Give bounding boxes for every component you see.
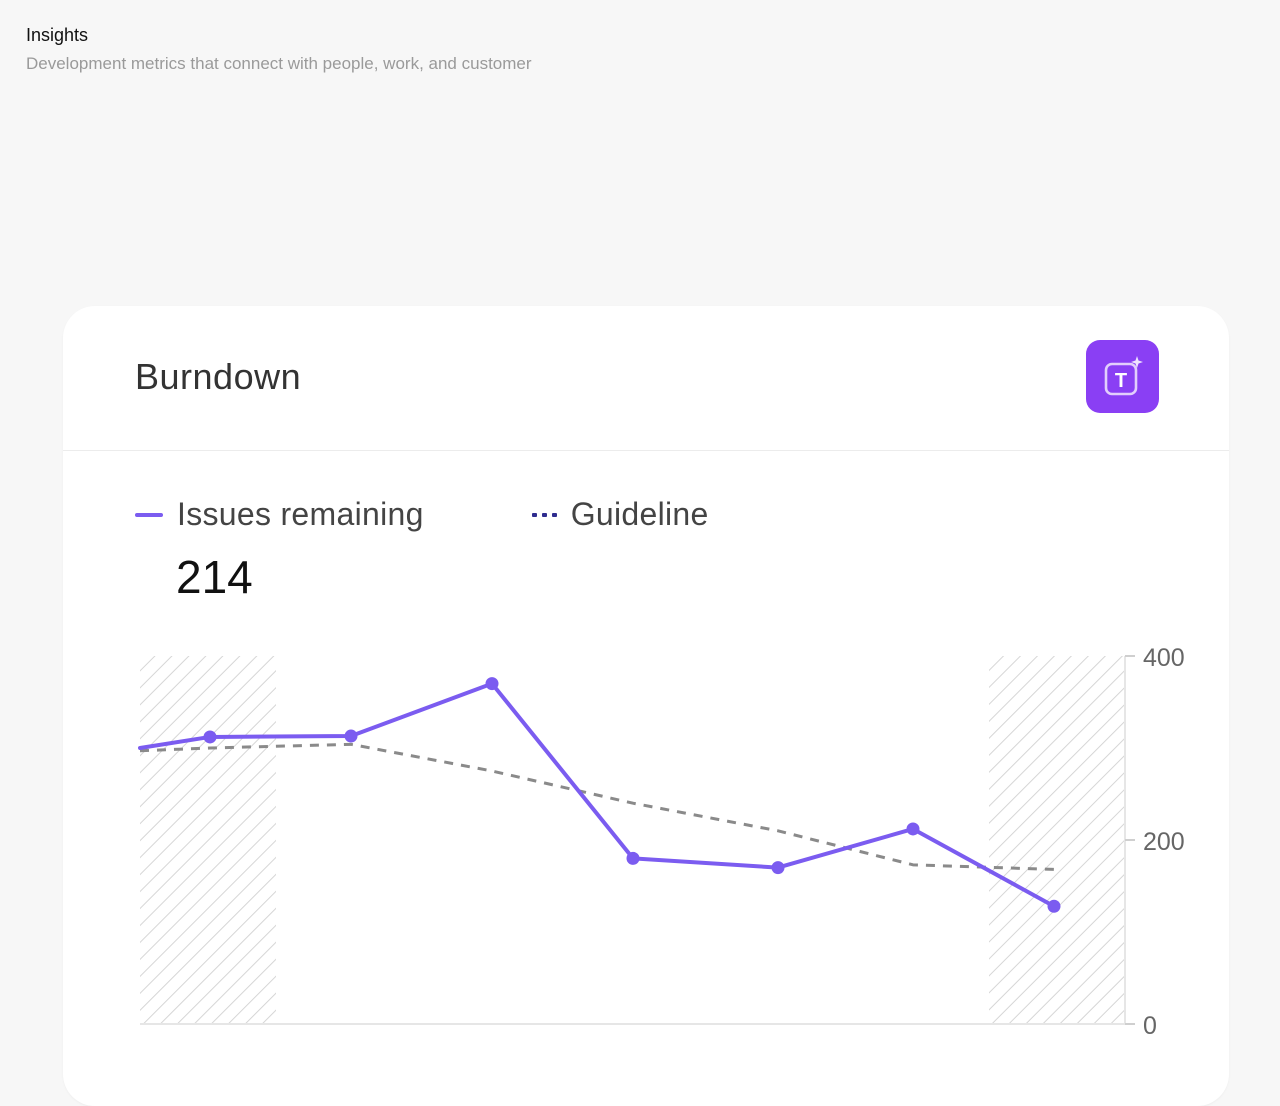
data-point-issues-remaining — [485, 677, 499, 691]
page-title: Insights — [26, 25, 89, 45]
y-tick-label: 400 — [1143, 644, 1185, 672]
ai-assistant-button[interactable]: T — [1086, 340, 1159, 413]
page-subtitle: Development metrics that connect with pe… — [26, 54, 532, 73]
hatched-region-start — [140, 656, 276, 1024]
legend-label-issues: Issues remaining — [177, 496, 424, 532]
data-point-issues-remaining — [1047, 899, 1061, 913]
burndown-chart: 0 200 400 — [138, 644, 1185, 1040]
legend-guideline[interactable]: Guideline — [531, 496, 709, 533]
legend-issues-remaining[interactable]: Issues remaining — [135, 496, 424, 533]
y-tick-label: 200 — [1143, 828, 1185, 856]
ai-button-letter: T — [1114, 370, 1126, 392]
card-header: Burndown T — [63, 306, 1229, 451]
data-point-issues-remaining — [626, 851, 640, 865]
legend-label-guideline: Guideline — [570, 496, 709, 532]
legend-swatch-solid — [135, 512, 163, 517]
hatched-region-end — [989, 656, 1125, 1024]
page-header: Insights Development metrics that connec… — [26, 24, 532, 74]
legend-swatch-dotted — [531, 512, 557, 517]
series-line-guideline — [139, 742, 1055, 871]
ai-sparkle-icon: T — [1104, 355, 1143, 395]
card-title: Burndown — [135, 356, 302, 397]
data-point-issues-remaining — [771, 861, 785, 875]
data-point-issues-remaining — [906, 822, 920, 836]
chart-legend: Issues remaining Guideline — [135, 496, 817, 533]
y-tick-label: 0 — [1143, 1012, 1157, 1040]
data-point-issues-remaining — [203, 730, 217, 744]
issues-remaining-value: 214 — [176, 551, 253, 603]
data-point-issues-remaining — [344, 729, 358, 743]
burndown-card: Burndown T Issues remaining Guideline 21… — [63, 306, 1229, 1106]
series-line-issues-remaining — [138, 681, 1056, 909]
